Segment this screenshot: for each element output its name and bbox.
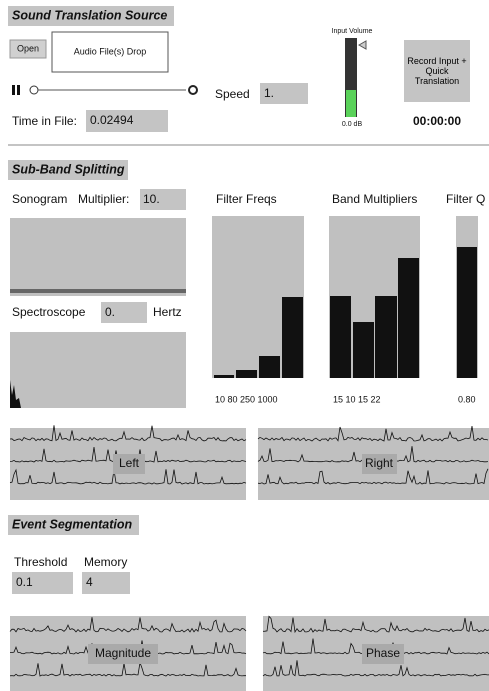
q-label: Filter Q <box>446 192 485 206</box>
slider-bar[interactable] <box>330 296 351 378</box>
right-label: Right <box>365 456 394 470</box>
time-label: Time in File: <box>12 114 77 128</box>
memory-label: Memory <box>84 555 127 569</box>
left-label: Left <box>119 456 140 470</box>
waveform <box>262 615 489 634</box>
phase-label: Phase <box>366 646 400 660</box>
volume-value: 0.0 dB <box>342 121 363 128</box>
record-label-wrap: Record Input + Quick Translation <box>407 56 467 86</box>
header: Sound Translation Source <box>12 8 167 22</box>
sonogram-label: Sonogram <box>12 192 67 206</box>
speed-label: Speed <box>215 87 250 101</box>
spectrum <box>10 380 21 408</box>
q-text: 0.80 <box>458 394 476 404</box>
waveform <box>262 660 489 677</box>
header: Sub-Band Splitting <box>12 162 125 176</box>
freqs-text: 10 80 250 1000 <box>215 394 278 404</box>
slider-knob[interactable] <box>29 85 39 95</box>
threshold-label: Threshold <box>14 555 67 569</box>
drop-label: Audio File(s) Drop <box>74 46 147 56</box>
magnitude-label: Magnitude <box>95 646 151 660</box>
time-value: 0.02494 <box>90 113 134 127</box>
pause-icon[interactable] <box>12 85 15 95</box>
label-bg <box>113 454 145 474</box>
header-bg <box>8 6 174 26</box>
waveform <box>9 661 247 677</box>
pause-icon[interactable] <box>17 85 20 95</box>
freqs-label: Filter Freqs <box>216 192 277 206</box>
slider-bar[interactable] <box>282 297 303 378</box>
slider-bar[interactable] <box>353 322 374 378</box>
header: Event Segmentation <box>12 517 133 531</box>
waveform <box>9 425 247 442</box>
speed-box[interactable] <box>260 83 308 104</box>
sonogram <box>10 218 186 296</box>
multiplier-box[interactable] <box>140 189 186 210</box>
spectroscope <box>10 332 186 408</box>
label-bg <box>88 644 158 664</box>
mults-text: 15 10 15 22 <box>333 394 381 404</box>
meter-triangle <box>357 40 367 50</box>
multiplier-label: Multiplier: <box>78 192 129 206</box>
label-bg <box>362 454 397 474</box>
open-label: Open <box>17 43 39 53</box>
waveform <box>257 468 489 485</box>
slider-bar[interactable] <box>259 356 280 378</box>
multiplier-value: 10. <box>143 192 160 206</box>
threshold-value: 0.1 <box>16 575 33 589</box>
mults-label: Band Multipliers <box>332 192 417 206</box>
sonogram-band <box>10 289 186 293</box>
hertz-box[interactable] <box>101 302 147 323</box>
volume-label: Input Volume <box>332 28 373 35</box>
record-button[interactable] <box>404 40 470 102</box>
waveform <box>9 468 247 485</box>
clock: 00:00:00 <box>413 114 461 128</box>
meter-level <box>346 90 356 117</box>
waveform <box>9 617 247 633</box>
header-bg <box>8 515 139 535</box>
memory-box[interactable] <box>82 572 130 594</box>
memory-value: 4 <box>86 575 93 589</box>
time-box[interactable] <box>86 110 168 132</box>
hertz-label: Hertz <box>153 305 182 319</box>
speed-value: 1. <box>264 86 274 100</box>
slider-bar[interactable] <box>375 296 397 378</box>
spectroscope-label: Spectroscope <box>12 305 86 319</box>
slider-bar[interactable] <box>457 247 477 378</box>
slider-bar[interactable] <box>236 370 257 378</box>
label-bg <box>362 644 404 664</box>
slider-bar[interactable] <box>214 375 234 378</box>
drop-zone[interactable] <box>51 31 169 73</box>
hertz-value: 0. <box>105 305 115 319</box>
waveform <box>257 426 489 442</box>
record-label: Record Input + Quick Translation <box>407 56 467 86</box>
slider-bar[interactable] <box>398 258 419 378</box>
threshold-box[interactable] <box>12 572 73 594</box>
open-button[interactable] <box>9 39 47 59</box>
header-bg <box>8 160 128 180</box>
loop-icon[interactable] <box>188 85 198 95</box>
